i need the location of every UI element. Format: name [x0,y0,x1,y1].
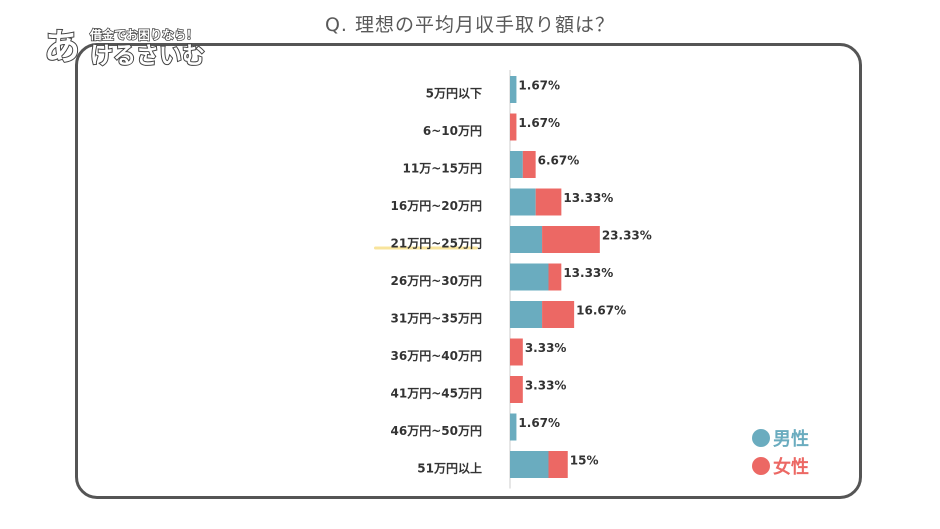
value-label: 3.33% [525,379,567,393]
category-label: 51万円以上 [417,461,482,476]
bar-male [510,413,517,441]
chart-title: Q. 理想の平均月収手取り額は？ [324,14,616,36]
logo-name: けるさいむ [89,42,206,70]
category-label: 16万円~20万円 [391,199,482,213]
logo-tagline: 借金でお困りなら！ [89,27,199,43]
value-label: 23.33% [602,229,652,243]
category-label: 26万円~30万円 [391,274,482,288]
bar-male [510,76,517,103]
bar-female [510,338,523,366]
value-label: 16.67% [576,304,626,318]
logo-big-char: あ [43,27,81,69]
bar-male [510,301,543,328]
category-label: 31万円~35万円 [391,312,482,326]
bar-female [522,151,536,178]
legend-item-female: 女性 [752,452,809,480]
site-logo: あ 借金でお困りなら！ けるさいむ [43,26,206,76]
legend-item-male: 男性 [752,424,809,452]
category-label: 36万円~40万円 [391,349,482,363]
category-label: 11万~15万円 [403,162,482,176]
bar-male [510,151,523,178]
value-label: 3.33% [525,341,567,355]
bar-male [510,451,549,478]
chart-frame [75,43,862,499]
bar-female [510,376,523,403]
bar-female [510,113,517,141]
category-label: 46万円~50万円 [391,424,482,438]
value-label: 1.67% [518,116,560,130]
value-label: 13.33% [563,191,613,205]
value-label: 13.33% [563,266,613,280]
legend-swatch-male [752,429,770,447]
legend-label-male: 男性 [773,429,809,450]
legend-label-female: 女性 [773,457,809,478]
category-label: 21万円~25万円 [391,237,482,251]
value-label: 1.67% [518,416,560,430]
category-label: 41万円~45万円 [391,387,482,401]
value-label: 1.67% [518,79,560,93]
bar-male [510,226,543,253]
bar-male [510,188,536,216]
legend: 男性 女性 [752,424,809,480]
value-label: 15% [570,454,599,468]
highlight-underline [374,246,478,250]
bar-female [542,226,600,253]
bar-female [535,188,562,216]
category-label: 6~10万円 [423,124,482,138]
bar-female [542,301,575,328]
category-label: 5万円以下 [426,87,482,101]
bar-male [510,263,549,291]
legend-swatch-female [752,457,770,475]
bar-female [548,263,562,291]
value-label: 6.67% [538,154,580,168]
bar-female [548,451,568,478]
